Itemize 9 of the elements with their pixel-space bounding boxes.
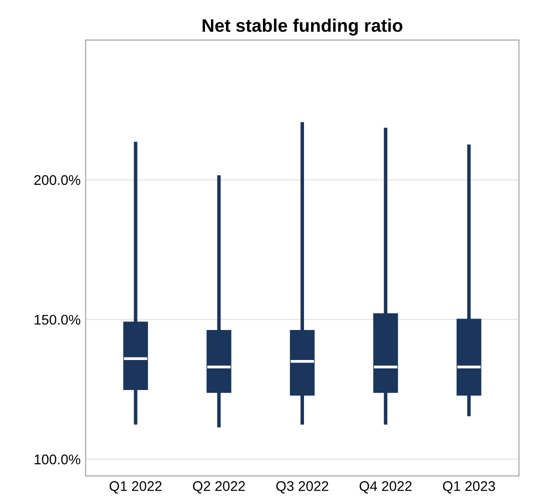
y-tick-label: 200.0% xyxy=(34,175,80,185)
chart-title: Net stable funding ratio xyxy=(202,18,402,36)
y-tick-label: 150.0% xyxy=(34,314,80,325)
y-tick-label: 100.0% xyxy=(34,454,80,464)
x-tick-label: Q1 2022 xyxy=(110,481,162,494)
x-tick-label: Q1 2023 xyxy=(442,481,495,494)
x-tick-label: Q3 2022 xyxy=(276,481,328,494)
x-tick-label: Q4 2022 xyxy=(360,481,412,494)
x-tick-label: Q2 2022 xyxy=(192,481,245,494)
